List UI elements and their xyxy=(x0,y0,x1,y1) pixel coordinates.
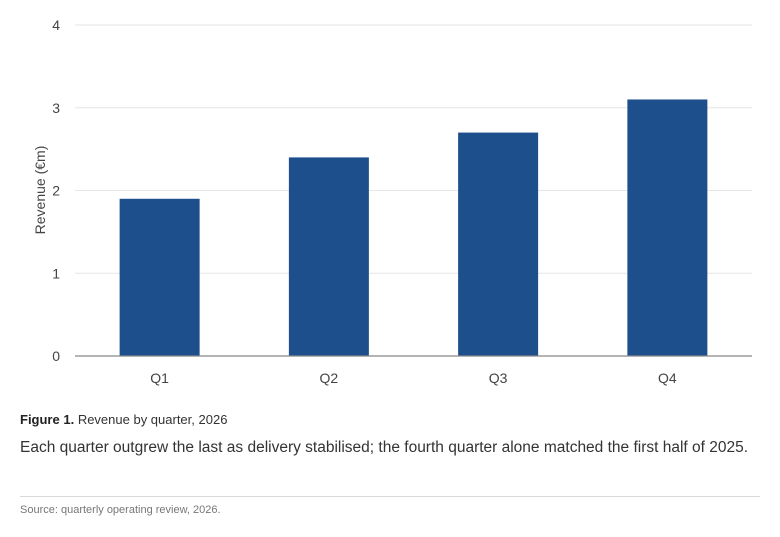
bar-chart: 0 1 2 3 4 Q1 Q2 Q3 Q4 Revenue (€m) xyxy=(32,17,752,386)
figure-description: Each quarter outgrew the last as deliver… xyxy=(20,439,749,456)
y-axis-label: Revenue (€m) xyxy=(32,146,48,235)
y-tick-label: 2 xyxy=(52,183,60,199)
y-tick-label: 4 xyxy=(52,17,60,33)
figure-label: Figure 1. xyxy=(20,412,75,427)
divider xyxy=(20,496,760,497)
bar-q1 xyxy=(119,198,200,356)
y-tick-label: 0 xyxy=(52,348,60,364)
x-tick-labels: Q1 Q2 Q3 Q4 xyxy=(150,370,677,386)
y-tick-label: 1 xyxy=(52,265,60,281)
source-note: Source: quarterly operating review, 2026… xyxy=(20,504,221,516)
figure-title: Revenue by quarter, 2026 xyxy=(77,412,228,427)
bar-q3 xyxy=(458,132,539,356)
y-tick-labels: 0 1 2 3 4 xyxy=(52,17,60,364)
y-tick-label: 3 xyxy=(52,100,60,116)
x-tick-label-q2: Q2 xyxy=(320,370,339,386)
figure-caption-title: Figure 1. Revenue by quarter, 2026 xyxy=(20,412,760,427)
x-tick-label-q4: Q4 xyxy=(658,370,677,386)
x-tick-label-q3: Q3 xyxy=(489,370,508,386)
x-tick-label-q1: Q1 xyxy=(150,370,169,386)
bars xyxy=(119,99,708,356)
bar-q4 xyxy=(627,99,708,356)
bar-q2 xyxy=(288,157,369,356)
